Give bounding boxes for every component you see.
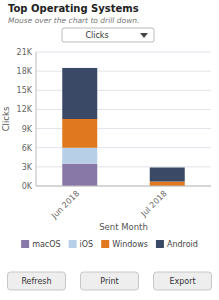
bar-segment xyxy=(150,182,185,186)
y-tick-label: 9K xyxy=(22,125,33,134)
y-tick-label: 12K xyxy=(17,105,33,114)
legend-label: iOS xyxy=(80,240,94,249)
title: Top Operating Systems xyxy=(8,3,139,14)
y-axis-label: Clicks xyxy=(1,106,11,131)
x-axis-label: Sent Month xyxy=(99,222,148,232)
legend-label: Android xyxy=(167,240,198,249)
legend-swatch xyxy=(156,240,164,248)
legend: macOS iOS Windows Android xyxy=(21,240,198,249)
chart: Top Operating Systems Mouse over the char… xyxy=(0,0,219,300)
legend-swatch xyxy=(101,240,109,248)
legend-item: iOS xyxy=(69,240,94,249)
grid-line xyxy=(36,52,211,53)
button-box[interactable] xyxy=(81,272,139,290)
button-label[interactable]: Refresh xyxy=(21,277,51,286)
y-tick-label: 18K xyxy=(17,67,33,76)
legend-swatch xyxy=(69,240,77,248)
bars xyxy=(62,68,185,186)
button[interactable]: Export xyxy=(154,272,212,290)
background xyxy=(0,0,219,300)
subtitle: Mouse over the chart to drill down. xyxy=(8,16,139,25)
legend-item: Android xyxy=(156,240,198,249)
dropdown[interactable]: Clicks xyxy=(62,28,154,42)
x-tick-label: Jun 2018 xyxy=(49,189,81,221)
y-tick-label: 3K xyxy=(22,163,33,172)
y-axis: 0K 3K 6K 9K 12K 15K 18K 21K xyxy=(17,48,211,191)
dropdown-box[interactable] xyxy=(62,28,154,42)
button[interactable]: Refresh xyxy=(8,272,66,290)
y-axis-line xyxy=(36,52,37,186)
y-tick-label: 0K xyxy=(22,182,33,191)
dropdown-label[interactable]: Clicks xyxy=(85,31,108,40)
y-tick-label: 15K xyxy=(17,86,33,95)
legend-label: macOS xyxy=(32,240,60,249)
bar-segment xyxy=(62,68,97,119)
buttons: Refresh Print Export xyxy=(8,272,212,290)
legend-item: Windows xyxy=(101,240,148,249)
bar-segment xyxy=(62,148,97,164)
legend-label: Windows xyxy=(112,240,148,249)
bar-segment xyxy=(62,164,97,186)
x-axis: Jun 2018 Jul 2018 xyxy=(49,189,169,221)
legend-item: macOS xyxy=(21,240,60,249)
grid-line xyxy=(36,186,211,187)
button-box[interactable] xyxy=(8,272,66,290)
button-box[interactable] xyxy=(154,272,212,290)
bar-segment xyxy=(62,119,97,148)
x-axis-line xyxy=(36,186,211,187)
button-label[interactable]: Export xyxy=(169,277,195,286)
y-tick-label: 6K xyxy=(22,144,33,153)
y-tick-label: 21K xyxy=(17,48,33,57)
x-tick-label: Jul 2018 xyxy=(139,189,169,219)
bar-segment xyxy=(150,167,185,181)
legend-swatch xyxy=(21,240,29,248)
dropdown-arrow[interactable] xyxy=(140,33,148,38)
button[interactable]: Print xyxy=(81,272,139,290)
button-label[interactable]: Print xyxy=(100,277,118,286)
